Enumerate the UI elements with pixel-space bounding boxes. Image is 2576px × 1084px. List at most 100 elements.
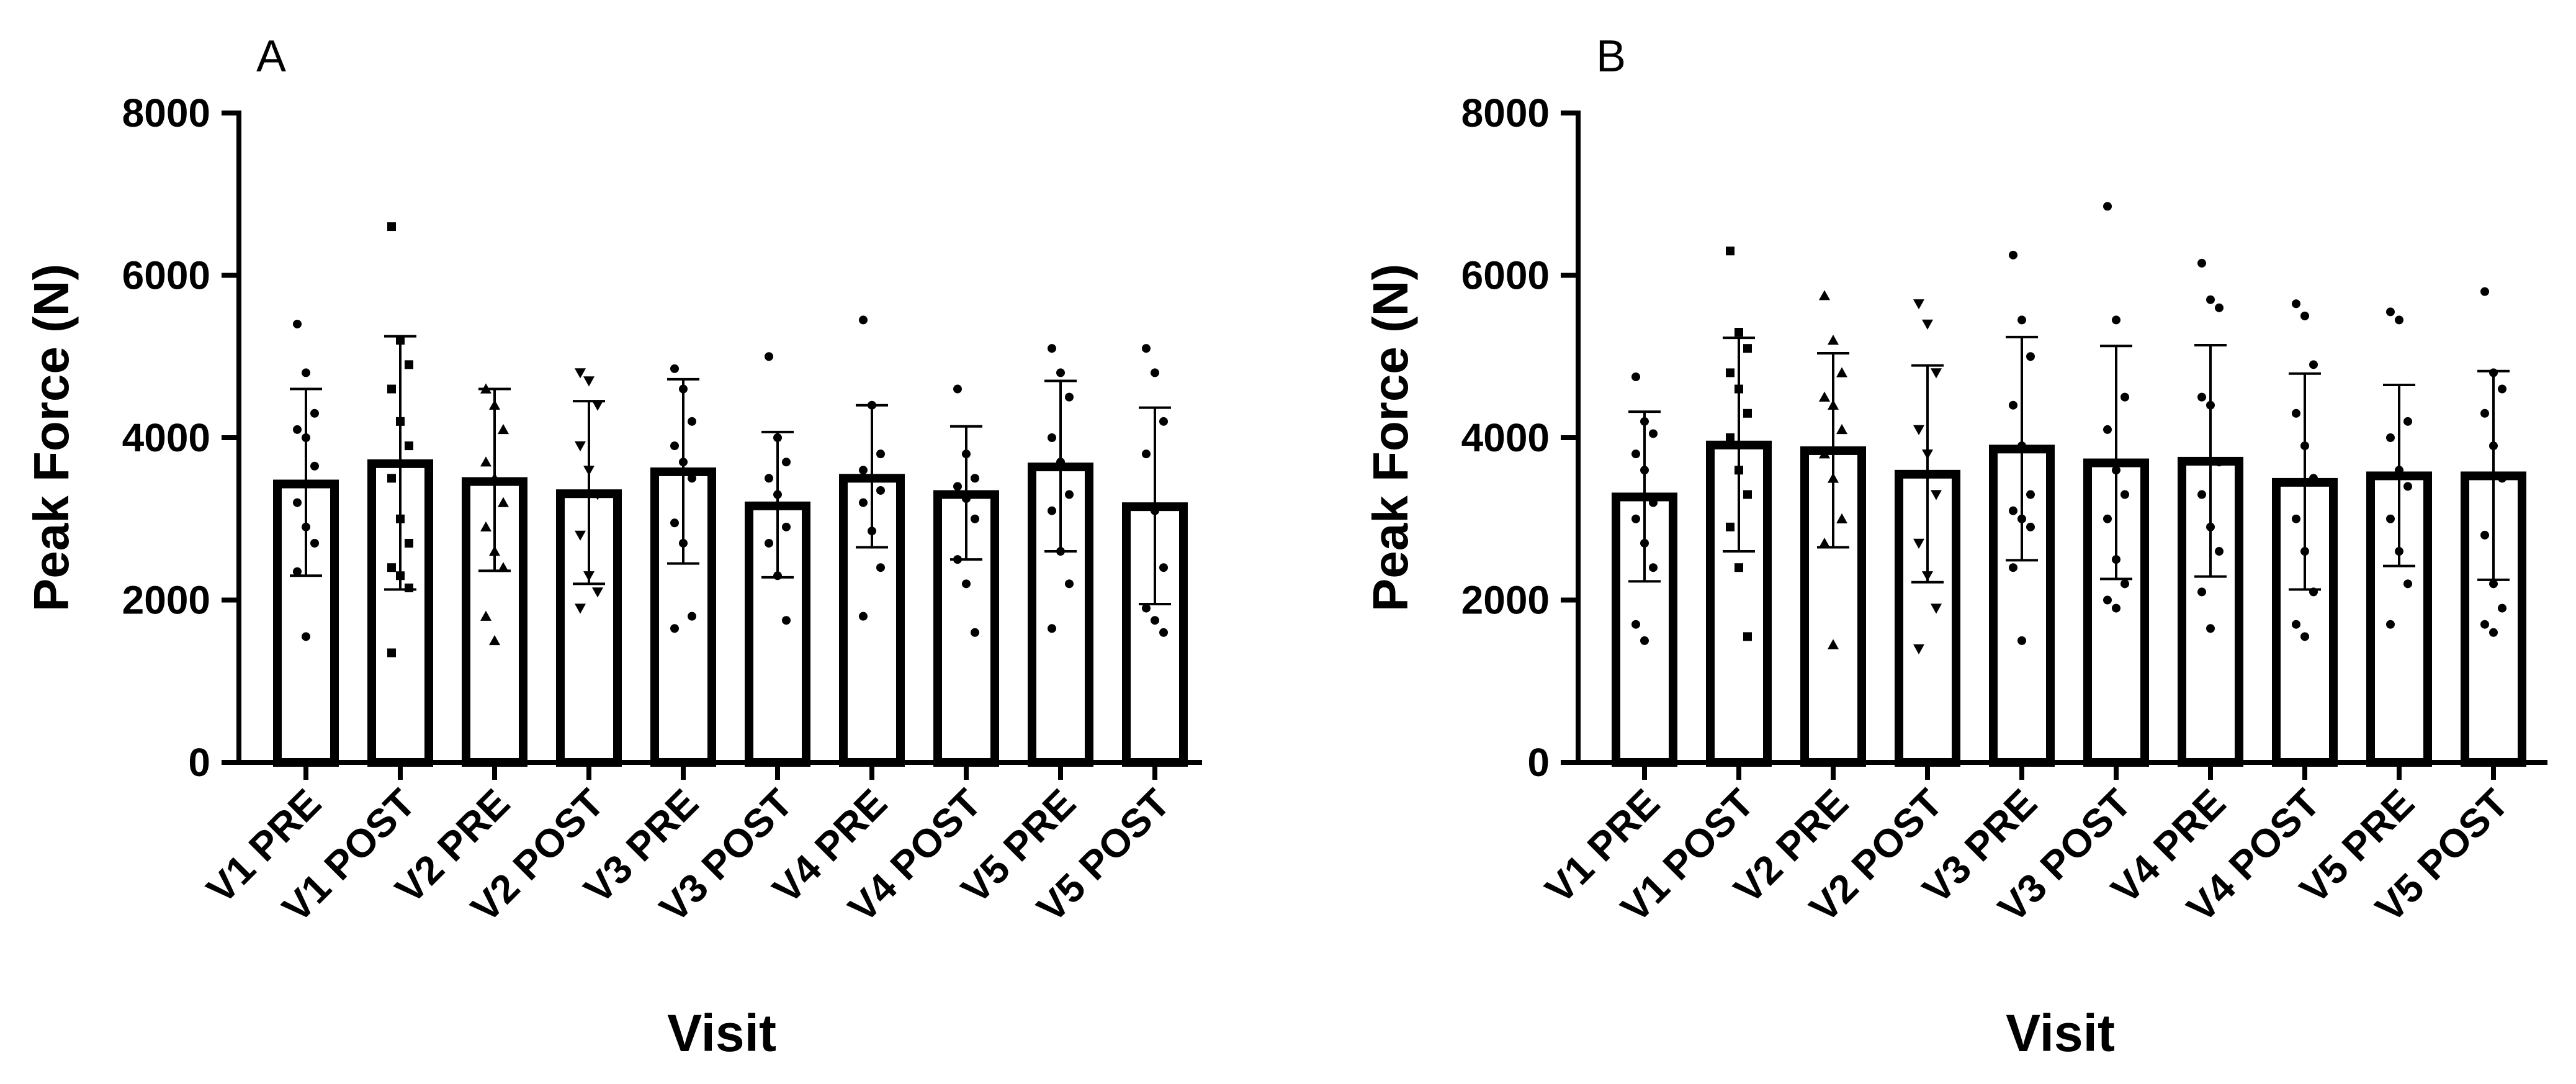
y-tick-label: 0 bbox=[188, 740, 210, 785]
data-point bbox=[1828, 472, 1839, 483]
data-point bbox=[2489, 579, 2498, 589]
data-point bbox=[1735, 384, 1743, 394]
data-point bbox=[1640, 538, 1649, 548]
data-point bbox=[1836, 367, 1847, 377]
data-point bbox=[2009, 400, 2017, 410]
data-point bbox=[1819, 391, 1830, 402]
data-point bbox=[2403, 482, 2412, 491]
panel-letter: B bbox=[1596, 32, 1626, 81]
data-point bbox=[1735, 466, 1743, 475]
data-point bbox=[679, 458, 688, 467]
data-point bbox=[2103, 425, 2112, 434]
data-point bbox=[1743, 344, 1752, 353]
data-point bbox=[2300, 632, 2309, 641]
data-point bbox=[1151, 616, 1159, 625]
data-point bbox=[1065, 579, 1074, 589]
data-point bbox=[480, 456, 491, 467]
data-point bbox=[1836, 513, 1847, 523]
data-point bbox=[971, 628, 979, 637]
data-point bbox=[405, 360, 413, 369]
data-point bbox=[575, 368, 586, 379]
data-point bbox=[2206, 400, 2215, 410]
data-point bbox=[387, 384, 396, 394]
data-point bbox=[1142, 449, 1151, 459]
y-tick-label: 8000 bbox=[1461, 91, 1550, 135]
data-point bbox=[2103, 202, 2112, 211]
data-point bbox=[1048, 433, 1056, 442]
data-point bbox=[583, 466, 595, 476]
data-point bbox=[1631, 449, 1640, 459]
data-point bbox=[2026, 352, 2035, 361]
data-point bbox=[2480, 620, 2489, 629]
data-point bbox=[1743, 490, 1752, 499]
data-point bbox=[396, 336, 405, 345]
data-point bbox=[868, 474, 876, 483]
data-point bbox=[583, 571, 595, 582]
data-point bbox=[2017, 441, 2026, 451]
data-point bbox=[782, 458, 791, 467]
data-point bbox=[2009, 506, 2017, 515]
data-point bbox=[293, 567, 302, 576]
data-point bbox=[489, 635, 500, 646]
data-point bbox=[670, 624, 679, 633]
data-point bbox=[302, 433, 310, 442]
data-point bbox=[876, 449, 885, 459]
data-point bbox=[396, 514, 405, 523]
data-point bbox=[2197, 490, 2206, 499]
data-point bbox=[2197, 587, 2206, 597]
data-point bbox=[1056, 368, 1065, 377]
data-point bbox=[2395, 315, 2403, 325]
data-point bbox=[2386, 307, 2395, 317]
y-tick-label: 0 bbox=[1527, 740, 1550, 785]
data-point bbox=[1726, 246, 1735, 256]
data-point bbox=[971, 514, 979, 523]
data-point bbox=[1913, 299, 1924, 310]
data-point bbox=[1151, 368, 1159, 377]
data-point bbox=[293, 319, 302, 328]
data-point bbox=[2112, 603, 2120, 613]
data-point bbox=[1048, 506, 1056, 515]
data-point bbox=[2120, 392, 2129, 402]
data-point bbox=[592, 400, 603, 411]
data-point bbox=[2120, 490, 2129, 499]
data-point bbox=[2206, 295, 2215, 304]
data-point bbox=[773, 571, 782, 580]
data-point bbox=[405, 583, 413, 592]
data-point bbox=[1056, 458, 1065, 467]
data-point bbox=[962, 494, 971, 504]
data-point bbox=[396, 571, 405, 580]
data-point bbox=[1726, 522, 1735, 531]
data-point bbox=[2395, 466, 2403, 475]
data-point bbox=[2112, 315, 2120, 325]
data-point bbox=[1151, 506, 1159, 515]
data-point bbox=[2292, 620, 2300, 629]
data-point bbox=[2498, 603, 2506, 613]
data-point bbox=[765, 352, 773, 361]
data-point bbox=[592, 490, 603, 500]
data-point bbox=[583, 376, 595, 387]
data-point bbox=[2009, 250, 2017, 260]
data-point bbox=[480, 521, 491, 532]
data-point bbox=[679, 384, 688, 394]
data-point bbox=[2292, 299, 2300, 309]
data-point bbox=[2197, 392, 2206, 402]
data-point bbox=[2026, 490, 2035, 499]
data-point bbox=[1735, 563, 1743, 572]
data-point bbox=[2403, 417, 2412, 426]
data-point bbox=[2206, 624, 2215, 633]
data-point bbox=[859, 498, 868, 507]
x-axis-label: Visit bbox=[667, 1004, 776, 1062]
data-point bbox=[2489, 628, 2498, 637]
data-point bbox=[2498, 384, 2506, 394]
data-point bbox=[1828, 335, 1839, 345]
data-point bbox=[2480, 530, 2489, 540]
data-point bbox=[2489, 441, 2498, 451]
data-point bbox=[2292, 514, 2300, 523]
data-point bbox=[302, 632, 310, 641]
y-tick-label: 4000 bbox=[1461, 415, 1550, 460]
data-point bbox=[1159, 417, 1168, 426]
data-point bbox=[2395, 547, 2403, 556]
data-point bbox=[2026, 522, 2035, 531]
data-point bbox=[2498, 474, 2506, 483]
